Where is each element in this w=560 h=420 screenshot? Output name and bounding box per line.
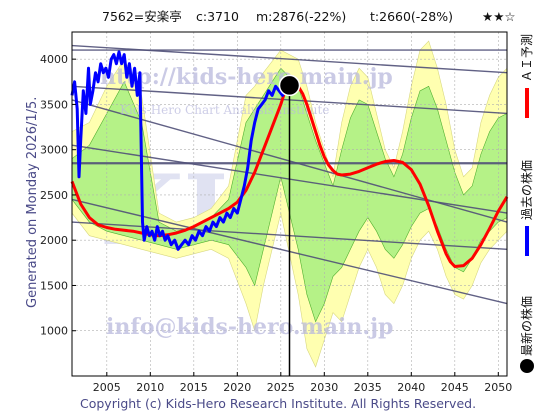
x-tick-label-6: 2035 (354, 381, 382, 394)
header-stars: ★★☆ (482, 9, 516, 24)
x-tick-label-0: 2005 (93, 381, 121, 394)
generated-date-label: Generated on Monday 2026/1/5. (25, 97, 40, 308)
legend-label-latest-price: 最新の株価 (519, 296, 534, 356)
legend-label-ai-forecast: ＡＩ予測 (520, 34, 534, 82)
header-current-price: c:3710 (196, 9, 239, 24)
watermark-email: info@kids-hero.main.jp (106, 314, 393, 340)
y-tick-label-3: 2500 (40, 189, 68, 202)
y-tick-label-0: 1000 (40, 325, 68, 338)
x-tick-label-8: 2045 (441, 381, 469, 394)
legend-swatch-latest-price (520, 359, 534, 373)
x-tick-label-5: 2030 (310, 381, 338, 394)
plot-frame (71, 31, 508, 377)
y-tick-label-5: 3500 (40, 98, 68, 111)
header-code-name: 7562=安楽亭 (102, 9, 182, 24)
y-tick-label-1: 1500 (40, 279, 68, 292)
footer-copyright: Copyright (c) Kids-Hero Research Institu… (80, 396, 476, 411)
y-tick-label-4: 3000 (40, 144, 68, 157)
past-price-line (70, 50, 290, 251)
header-median: m:2876(-22%) (256, 9, 346, 24)
x-tick-label-3: 2020 (223, 381, 251, 394)
x-tick-label-7: 2040 (397, 381, 425, 394)
legend: ＡＩ予測 過去の株価 最新の株価 (519, 34, 534, 373)
x-tick-label-1: 2010 (136, 381, 164, 394)
watermark-subtitle: Kids-Hero Chart Analysis Institute (120, 103, 329, 117)
x-tick-label-9: 2050 (484, 381, 512, 394)
legend-label-past-price: 過去の株価 (519, 160, 534, 220)
latest-price-marker (278, 74, 301, 97)
x-tick-label-4: 2025 (267, 381, 295, 394)
y-tick-label-2: 2000 (40, 234, 68, 247)
header-target: t:2660(-28%) (370, 9, 453, 24)
watermark-url: http://kids-hero.main.jp (100, 64, 393, 90)
y-tick-label-6: 4000 (40, 53, 68, 66)
x-tick-label-2: 2015 (180, 381, 208, 394)
